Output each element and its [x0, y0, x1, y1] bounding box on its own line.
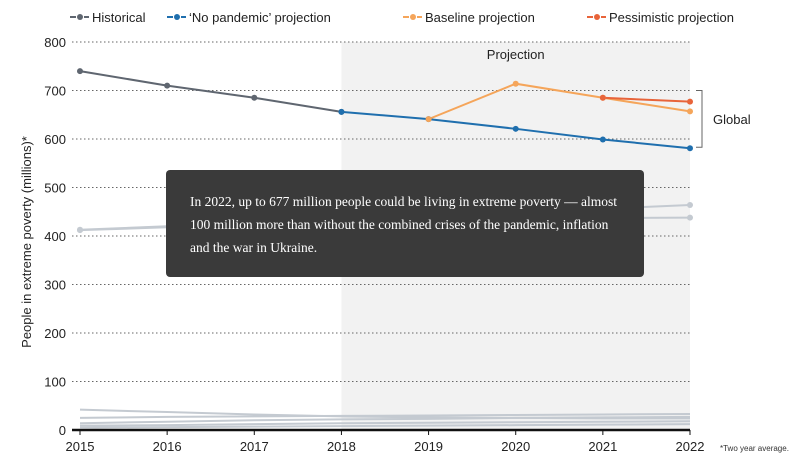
data-point	[164, 82, 171, 89]
legend-label: ‘No pandemic’ projection	[189, 10, 331, 25]
data-point	[512, 80, 519, 87]
data-point	[512, 125, 519, 132]
y-axis: 0 100 200 300 400 500 600 700 800	[44, 35, 66, 438]
tooltip-text: In 2022, up to 677 million people could …	[190, 194, 618, 255]
y-axis-label: People in extreme poverty (millions)*	[19, 136, 34, 348]
y-tick-label: 600	[44, 132, 66, 147]
legend-swatch-dot	[174, 14, 180, 20]
legend-swatch-dot	[594, 14, 600, 20]
data-point	[599, 136, 606, 143]
y-tick-label: 700	[44, 84, 66, 99]
x-tick-label: 2018	[327, 439, 356, 454]
y-tick-label: 500	[44, 181, 66, 196]
x-axis: 2015 2016 2017 2018 2019 2020 2021 2022	[66, 428, 705, 454]
data-point	[77, 68, 83, 75]
series-lines	[77, 68, 693, 152]
legend-label: Baseline projection	[425, 10, 535, 25]
y-tick-label: 100	[44, 375, 66, 390]
background-series-line	[79, 415, 691, 425]
legend-swatch-dot	[410, 14, 416, 20]
y-tick-label: 800	[44, 35, 66, 50]
series-line	[79, 70, 342, 113]
data-point	[687, 108, 693, 115]
background-series-line	[79, 420, 691, 427]
projection-label: Projection	[487, 47, 545, 62]
data-point	[687, 98, 693, 105]
series-line	[428, 82, 691, 121]
tooltip-callout: In 2022, up to 677 million people could …	[166, 170, 644, 277]
data-point	[425, 116, 432, 123]
x-tick-label: 2016	[153, 439, 182, 454]
data-point	[599, 94, 606, 101]
global-label: Global	[713, 112, 751, 127]
y-tick-label: 200	[44, 326, 66, 341]
background-series-point	[687, 214, 693, 221]
x-tick-label: 2019	[414, 439, 443, 454]
background-series-point	[687, 201, 693, 208]
series-line	[602, 96, 691, 103]
data-point	[338, 108, 345, 115]
x-tick-label: 2021	[588, 439, 617, 454]
data-point	[687, 145, 693, 152]
global-annotation: Global	[696, 90, 751, 148]
global-bracket	[696, 90, 703, 148]
x-tick-label: 2015	[66, 439, 95, 454]
legend-label: Pessimistic projection	[609, 10, 734, 25]
y-tick-label: 400	[44, 229, 66, 244]
background-series-line	[79, 412, 691, 419]
footnote: *Two year average.	[720, 444, 789, 453]
background-series-line	[79, 423, 691, 429]
x-tick-label: 2017	[240, 439, 269, 454]
y-tick-label: 0	[59, 423, 66, 438]
legend-label: Historical	[92, 10, 146, 25]
data-point	[251, 94, 258, 101]
legend-swatch-dot	[77, 14, 83, 20]
x-tick-label: 2020	[501, 439, 530, 454]
x-tick-label: 2022	[676, 439, 705, 454]
legend: Historical ‘No pandemic’ projection Baseli…	[70, 10, 734, 25]
background-series-point	[77, 227, 83, 234]
y-tick-label: 300	[44, 278, 66, 293]
